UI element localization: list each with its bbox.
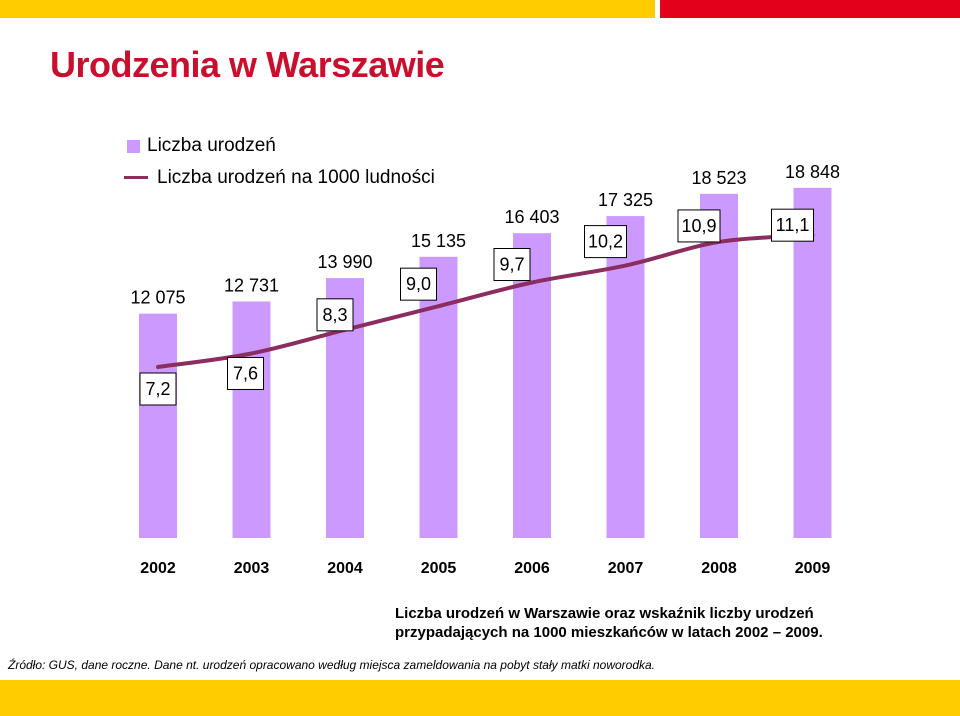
bar-value-label-2002: 12 075 <box>130 288 185 308</box>
bar-value-label-2003: 12 731 <box>224 275 279 295</box>
line-value-label-2005: 9,0 <box>406 274 431 294</box>
bottom-banner <box>0 680 960 716</box>
x-tick-label-2007: 2007 <box>608 560 644 577</box>
bar-2003 <box>232 301 271 538</box>
line-label-box-2007 <box>584 225 627 259</box>
line-label-box-2008 <box>677 209 721 243</box>
x-tick-label-2004: 2004 <box>327 560 363 577</box>
rate-line <box>156 233 815 369</box>
line-label-box-2009 <box>771 208 814 242</box>
chart: 12 075 12 731 13 990 15 135 16 403 17 325 18 5… <box>130 162 840 577</box>
chart-caption: Liczba urodzeń w Warszawie oraz wskaźnik… <box>395 604 823 642</box>
x-tick-label-2009: 2009 <box>795 560 831 577</box>
line-value-label-2003: 7,6 <box>233 363 258 383</box>
legend-line-swatch <box>124 176 148 179</box>
bar-2009 <box>793 187 832 539</box>
bar-value-label-2005: 15 135 <box>411 231 466 251</box>
line-value-label-2006: 9,7 <box>499 255 524 275</box>
bar-value-label-2004: 13 990 <box>317 252 372 272</box>
line-value-label-2008: 10,9 <box>681 216 716 236</box>
line-label-box-2002 <box>139 372 177 406</box>
line-value-label-2007: 10,2 <box>588 232 623 252</box>
line-value-label-2004: 8,3 <box>322 305 347 325</box>
line-label-box-2005 <box>400 267 437 301</box>
legend-bar-swatch <box>127 140 140 153</box>
top-banner-yellow <box>0 0 655 18</box>
x-tick-label-2006: 2006 <box>514 560 550 577</box>
bar-2008 <box>700 193 738 539</box>
page-title: Urodzenia w Warszawie <box>50 44 445 85</box>
line-label-box-2003 <box>227 356 264 390</box>
line-value-label-2009: 11,1 <box>776 215 810 235</box>
x-tick-label-2005: 2005 <box>421 560 457 577</box>
legend-bar-label: Liczba urodzeń <box>147 135 276 156</box>
line-label-box-2004 <box>316 298 354 332</box>
bar-value-label-2006: 16 403 <box>504 207 559 227</box>
top-banner-red <box>660 0 960 18</box>
source-note: Źródło: GUS, dane roczne. Dane nt. urodz… <box>8 658 656 672</box>
x-tick-label-2008: 2008 <box>701 560 737 577</box>
bar-2002 <box>139 313 177 538</box>
chart-caption-line-1: Liczba urodzeń w Warszawie oraz wskaźnik… <box>395 605 814 622</box>
line-label-box-2006 <box>493 248 531 281</box>
bar-value-label-2007: 17 325 <box>598 190 653 210</box>
legend-line-label: Liczba urodzeń na 1000 ludności <box>157 167 435 188</box>
bar-value-label-2009: 18 848 <box>785 162 840 182</box>
chart-caption-line-2: przypadających na 1000 mieszkańców w lat… <box>395 624 823 641</box>
x-tick-label-2002: 2002 <box>140 560 176 577</box>
bar-value-label-2008: 18 523 <box>691 168 746 188</box>
x-tick-label-2003: 2003 <box>234 560 270 577</box>
line-value-label-2002: 7,2 <box>145 379 170 399</box>
